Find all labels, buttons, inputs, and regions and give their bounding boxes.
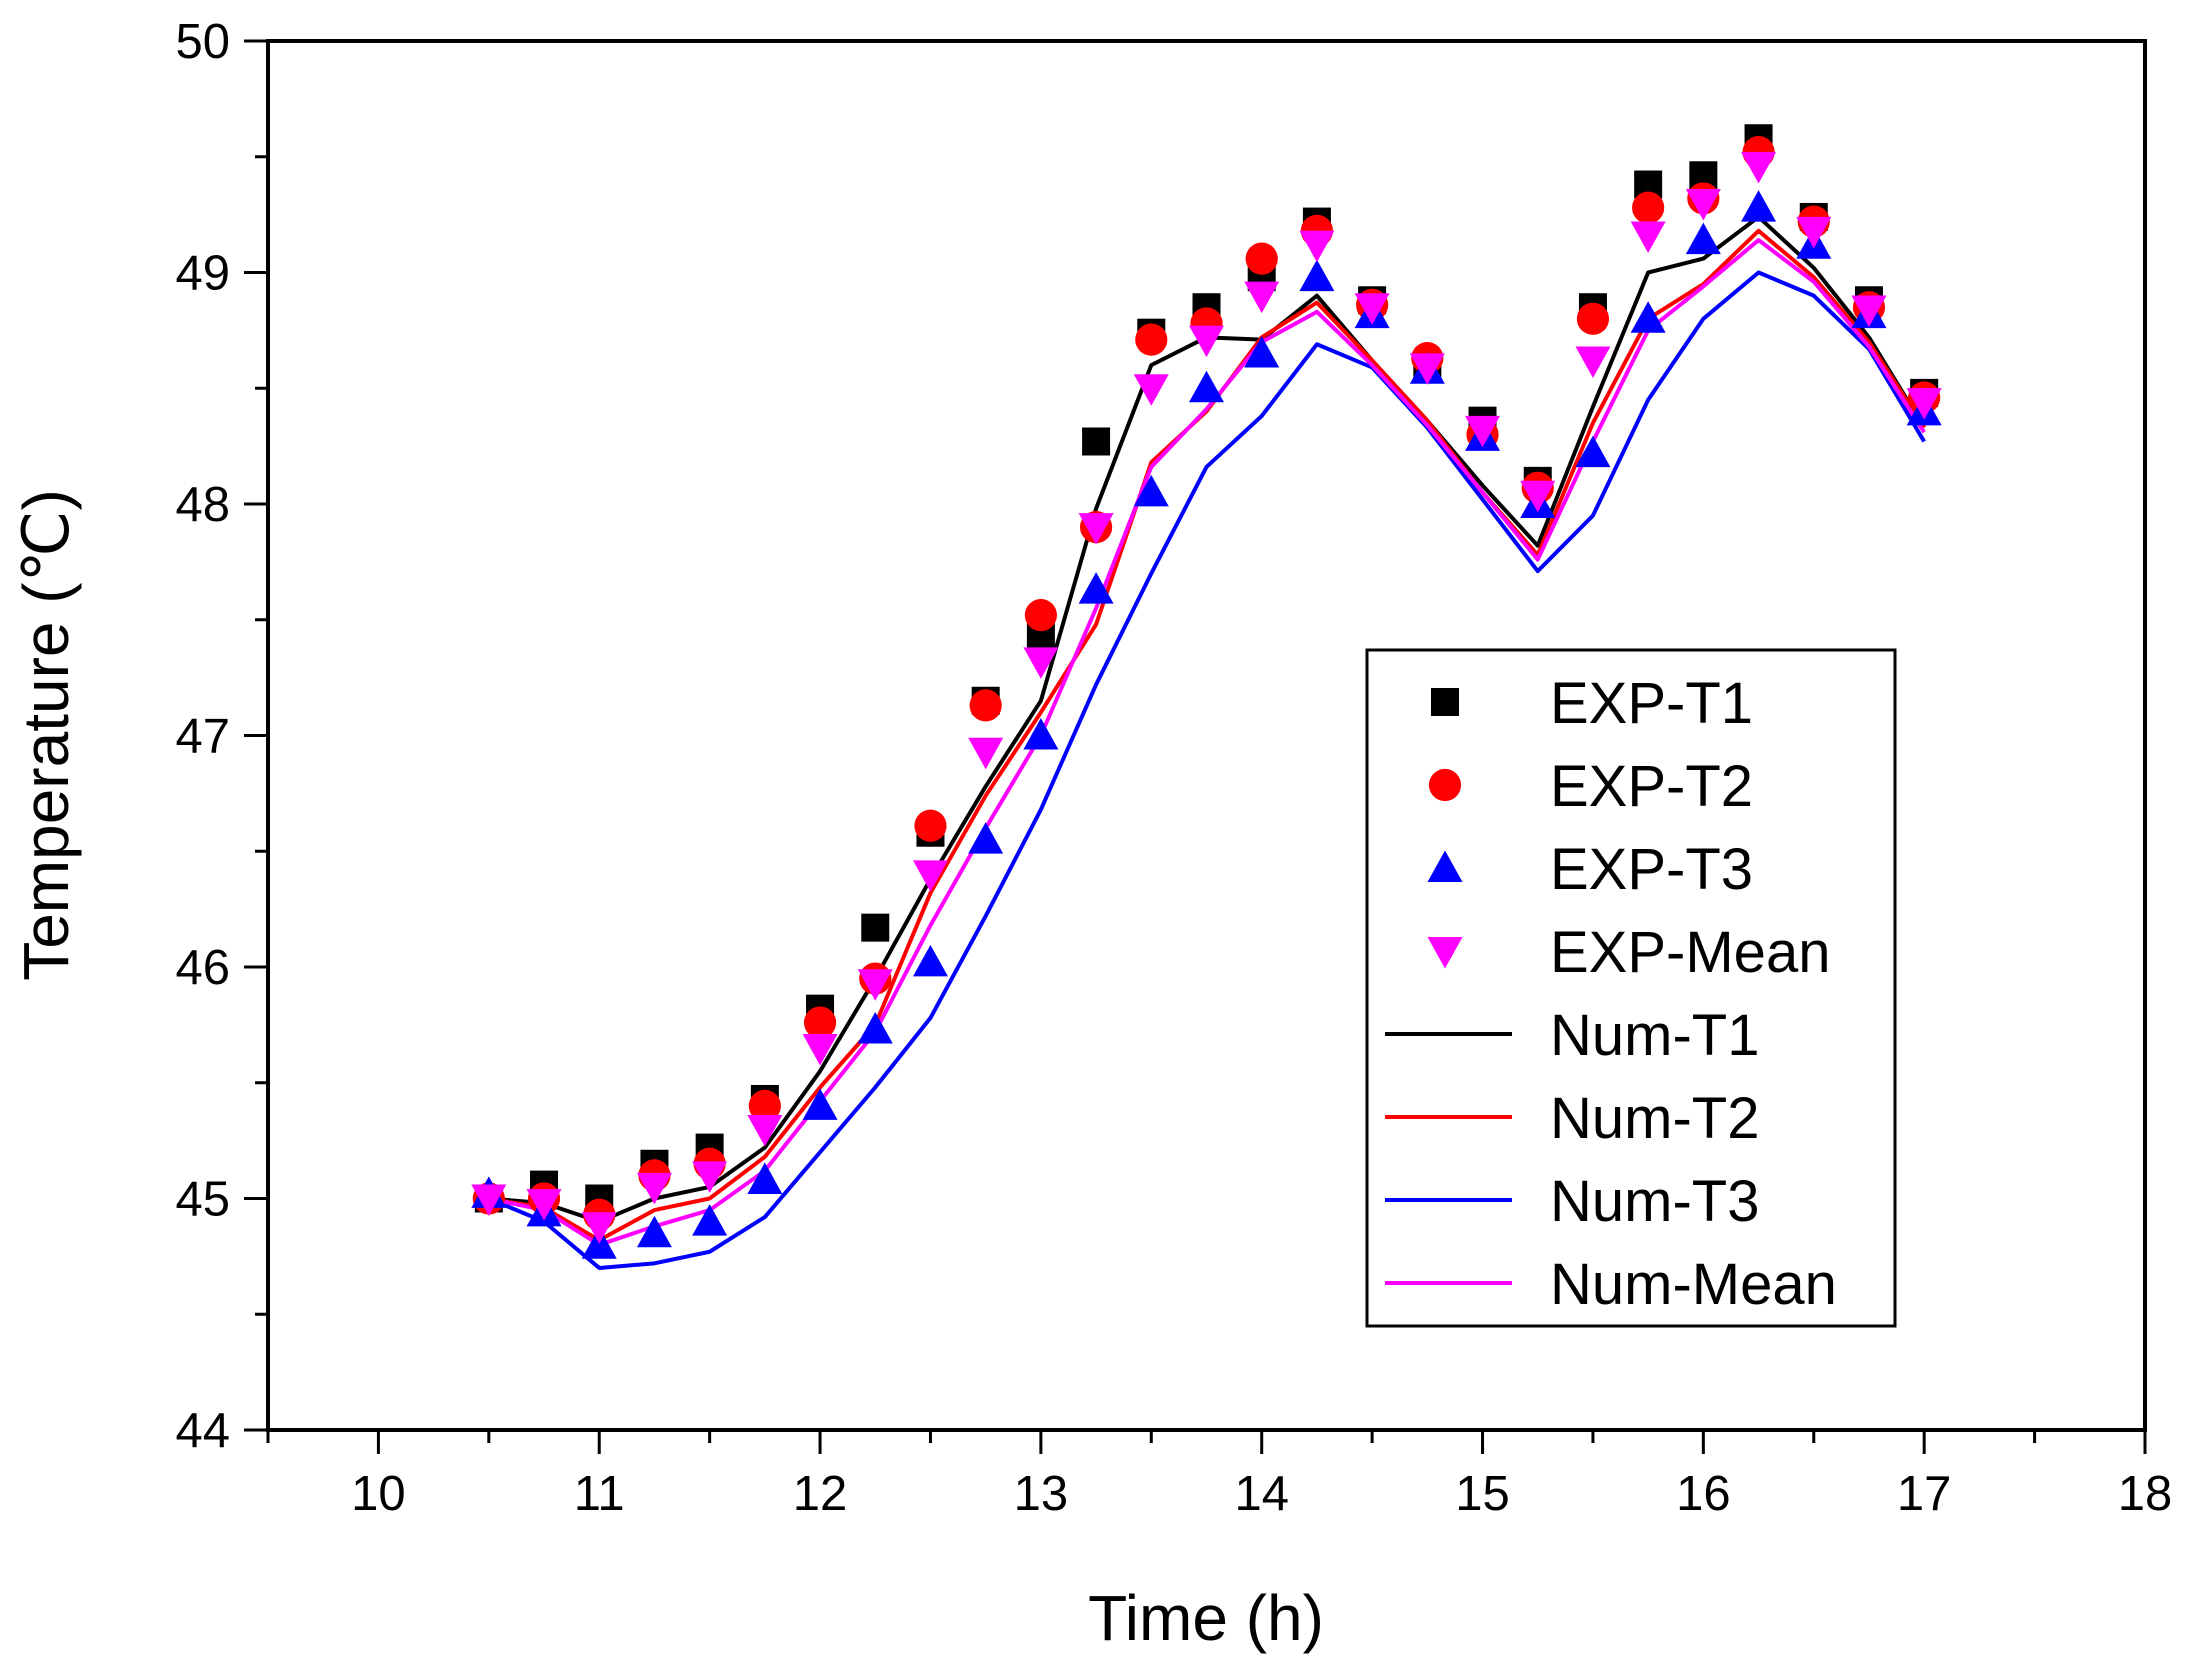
data-point-exp-t3 — [1133, 474, 1169, 507]
data-point-exp-mean — [636, 1172, 672, 1205]
series-line-num-mean — [488, 238, 1926, 1247]
data-point-exp-t3 — [802, 1088, 838, 1120]
y-tick-label: 45 — [175, 1173, 230, 1227]
series-lines — [488, 214, 1926, 1270]
legend: EXP-T1 EXP-T2 EXP-T3 EXP-Mean Num-T1 Num-T2 Nu… — [1365, 648, 1897, 1328]
x-tick-label: 10 — [351, 1467, 406, 1521]
data-point-exp-t3 — [857, 1012, 893, 1044]
legend-label-num-t2: Num-T2 — [1550, 1086, 1759, 1151]
data-point-exp-mean — [1244, 281, 1280, 314]
legend-box — [1365, 648, 1897, 1328]
data-point-exp-t2 — [914, 809, 947, 842]
data-point-exp-mean — [1851, 295, 1887, 328]
x-tick-label: 17 — [1897, 1467, 1952, 1521]
data-point-exp-mean — [1796, 216, 1832, 249]
y-tick-label: 49 — [175, 247, 230, 301]
legend-label-exp-t1: EXP-T1 — [1550, 671, 1753, 736]
y-tick-label: 50 — [175, 15, 230, 69]
data-point-exp-t3 — [1630, 301, 1666, 333]
data-point-exp-mean — [857, 969, 893, 1001]
data-point-exp-mean — [1741, 152, 1777, 184]
data-point-exp-t1 — [861, 913, 890, 942]
data-point-exp-t2 — [1576, 302, 1610, 335]
legend-label-num-t1: Num-T1 — [1550, 1003, 1759, 1068]
data-point-exp-t3 — [692, 1204, 728, 1236]
data-point-exp-t2 — [1024, 599, 1057, 632]
data-point-exp-mean — [1630, 221, 1666, 253]
x-tick-label: 18 — [2118, 1467, 2173, 1521]
data-point-exp-t3 — [1244, 336, 1280, 368]
y-axis-title: Temperature (℃) — [10, 489, 82, 981]
data-point-exp-t3 — [1023, 718, 1059, 750]
y-tick-label: 48 — [175, 478, 230, 532]
data-point-exp-t2 — [1135, 323, 1168, 356]
legend-marker-exp-t3 — [1427, 850, 1463, 882]
data-point-exp-t2 — [1245, 242, 1278, 275]
data-point-exp-mean — [1906, 388, 1942, 420]
data-point-exp-mean — [1299, 230, 1335, 263]
data-point-exp-mean — [581, 1212, 617, 1244]
x-tick-label: 12 — [793, 1467, 848, 1521]
data-point-exp-t3 — [1078, 572, 1114, 604]
data-point-exp-mean — [1465, 415, 1501, 448]
data-point-exp-t2 — [748, 1089, 781, 1122]
data-point-exp-t3 — [1575, 435, 1611, 468]
legend-label-num-t3: Num-T3 — [1550, 1169, 1759, 1234]
y-tick-label: 46 — [175, 941, 230, 995]
legend-label-exp-t2: EXP-T2 — [1550, 754, 1753, 819]
data-point-exp-mean — [1354, 293, 1390, 325]
data-point-exp-mean — [471, 1184, 507, 1216]
y-tick-label: 44 — [175, 1404, 230, 1458]
x-tick-label: 11 — [574, 1467, 625, 1521]
x-tick-label: 15 — [1455, 1467, 1510, 1521]
data-point-exp-mean — [1133, 374, 1169, 406]
x-tick-label: 13 — [1014, 1467, 1069, 1521]
legend-marker-exp-t2 — [1428, 768, 1462, 802]
legend-label-exp-mean: EXP-Mean — [1550, 920, 1830, 985]
legend-label-num-mean: Num-Mean — [1550, 1252, 1837, 1317]
data-point-exp-mean — [1685, 189, 1721, 221]
data-point-exp-t2 — [803, 1006, 837, 1039]
data-point-exp-mean — [526, 1189, 562, 1221]
y-tick-label: 47 — [175, 710, 230, 764]
data-point-exp-t3 — [968, 822, 1004, 854]
legend-marker-exp-t1 — [1431, 688, 1459, 716]
legend-marker-exp-mean — [1427, 937, 1463, 969]
data-point-exp-mean — [802, 1034, 838, 1066]
axes: 10 11 12 13 14 15 16 17 18 44 45 46 47 48 49 50 — [175, 15, 2172, 1521]
data-point-exp-t3 — [747, 1162, 783, 1194]
series-line-num-t3 — [488, 270, 1926, 1270]
data-point-exp-mean — [968, 737, 1004, 770]
data-point-exp-mean — [1189, 325, 1224, 358]
data-point-exp-mean — [912, 860, 948, 892]
x-tick-label: 16 — [1676, 1467, 1731, 1521]
data-point-exp-t3 — [1685, 222, 1721, 255]
data-point-exp-mean — [1575, 346, 1611, 378]
data-point-exp-mean — [1520, 480, 1556, 513]
data-point-exp-t3 — [912, 944, 948, 977]
data-point-exp-mean — [1409, 353, 1445, 385]
data-point-exp-mean — [1023, 647, 1059, 679]
data-point-exp-mean — [1078, 513, 1114, 545]
data-point-exp-t3 — [1741, 190, 1777, 222]
data-point-exp-t3 — [636, 1215, 672, 1248]
data-point-exp-t3 — [1189, 370, 1224, 403]
data-point-exp-t2 — [1632, 191, 1665, 224]
legend-label-exp-t3: EXP-T3 — [1550, 837, 1753, 902]
data-point-exp-t2 — [969, 689, 1002, 722]
data-point-exp-t1 — [1082, 427, 1111, 456]
series-markers — [471, 124, 1942, 1259]
data-point-exp-mean — [747, 1115, 783, 1147]
data-point-exp-mean — [692, 1161, 728, 1193]
data-point-exp-t3 — [1299, 259, 1335, 292]
x-tick-label: 14 — [1234, 1467, 1289, 1521]
x-axis-title: Time (h) — [1088, 1582, 1324, 1654]
